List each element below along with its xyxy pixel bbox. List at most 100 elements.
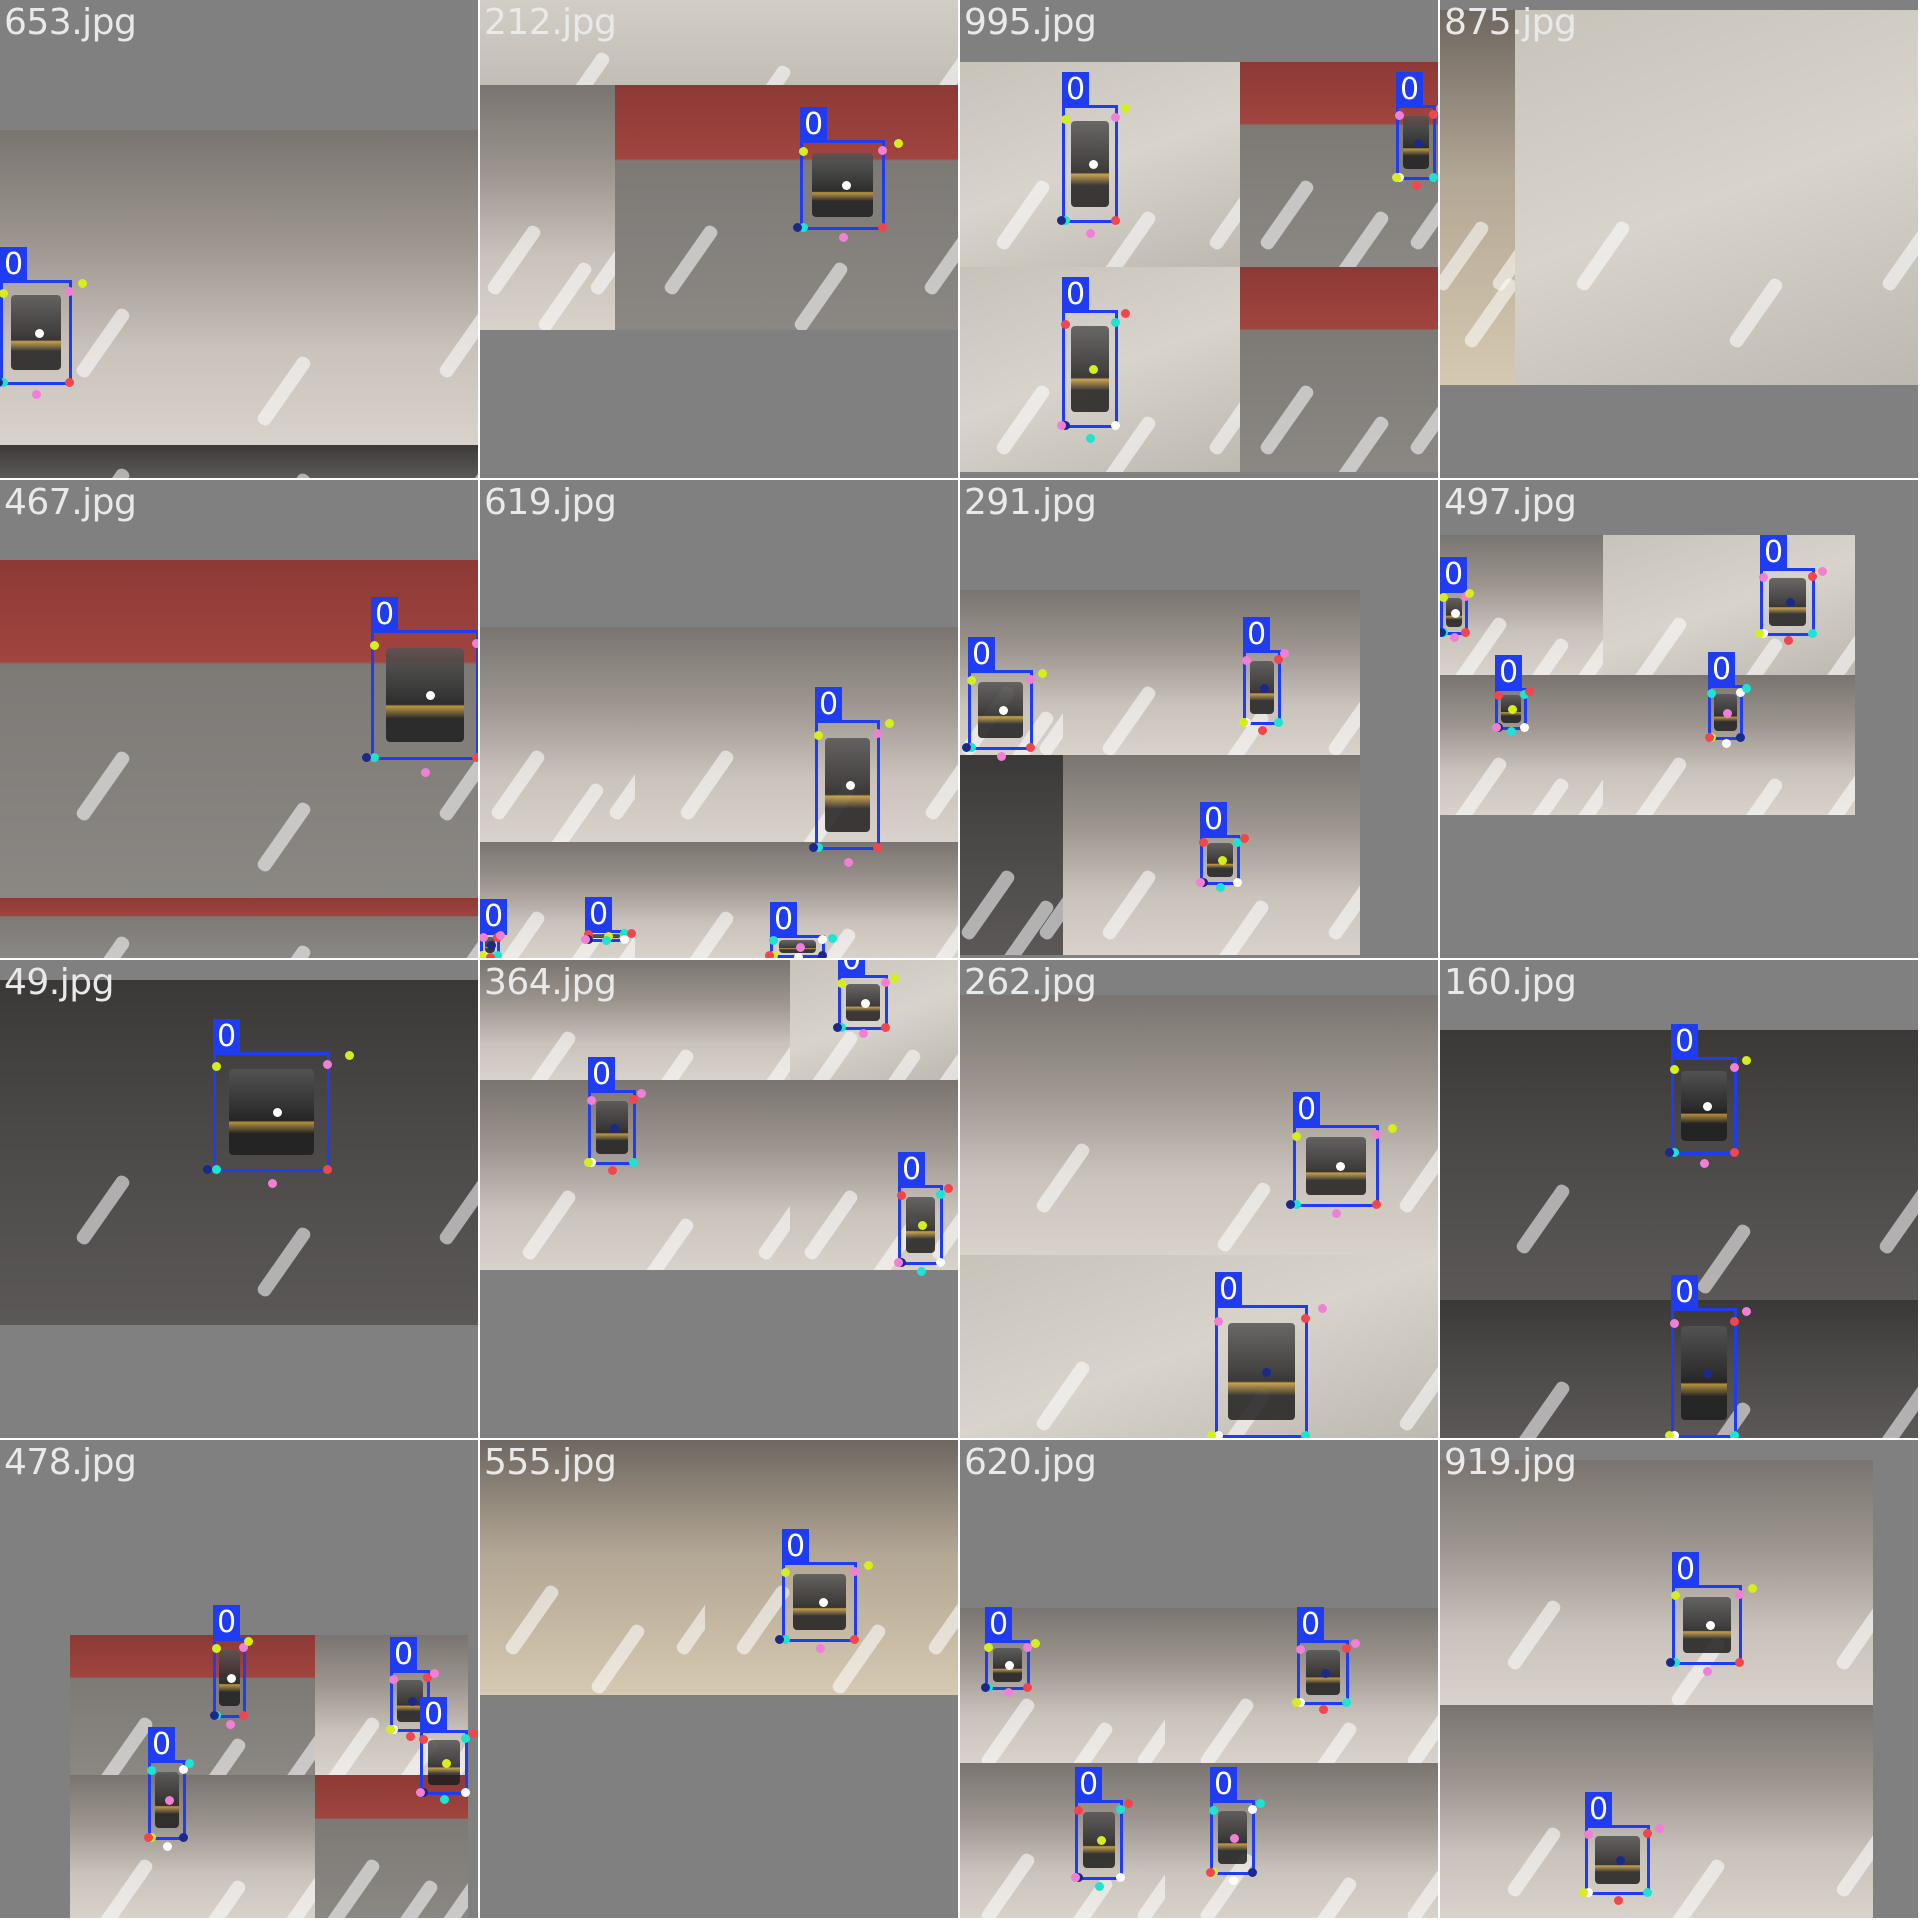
floor-glare xyxy=(1135,1851,1165,1918)
keypoint-dot xyxy=(1465,589,1475,598)
detection-box: 0 xyxy=(386,1637,439,1741)
class-label: 0 xyxy=(480,899,508,935)
mosaic-tile: 0 49.jpg xyxy=(0,960,478,1438)
keypoint-dot xyxy=(1721,738,1731,748)
floor-glare xyxy=(1823,615,1855,675)
keypoint-dot xyxy=(799,147,808,157)
floor-glare xyxy=(1574,755,1603,815)
keypoint-dot xyxy=(1214,1431,1223,1438)
floor-glare xyxy=(1333,208,1391,267)
floor-glare xyxy=(73,306,132,381)
mosaic-tile: 0 0 919.jpg xyxy=(1440,1440,1918,1918)
keypoint-dot xyxy=(480,933,488,942)
keypoint-dot xyxy=(1671,1591,1680,1601)
keypoint-dot xyxy=(1412,181,1421,191)
class-label: 0 xyxy=(1396,72,1424,108)
detection-box: 0 xyxy=(1392,72,1438,191)
floor-glare xyxy=(255,471,313,478)
keypoint-dot xyxy=(1616,1856,1626,1865)
keypoint-dot xyxy=(1259,683,1269,693)
keypoint-dot xyxy=(818,951,827,958)
keypoint-dot xyxy=(144,1833,154,1842)
floor-glare xyxy=(922,222,958,297)
keypoint-dot xyxy=(226,1674,236,1683)
floor-glare xyxy=(1057,1874,1115,1918)
keypoint-dot xyxy=(323,1165,332,1174)
keypoint-dot xyxy=(147,1766,156,1776)
keypoint-dot xyxy=(273,1108,283,1117)
keypoint-dot xyxy=(775,1635,785,1644)
keypoint-dot xyxy=(32,389,41,399)
keypoint-dot xyxy=(1429,173,1438,182)
tile-filename: 160.jpg xyxy=(1444,962,1577,1003)
floor-glare xyxy=(1833,1597,1873,1672)
keypoint-dot xyxy=(239,1711,248,1720)
detection-box: 0 xyxy=(980,1607,1040,1698)
floor-glare xyxy=(1695,1222,1753,1296)
detection-box: 0 xyxy=(1207,1272,1328,1438)
keypoint-dot xyxy=(1095,1881,1104,1891)
floor-glare xyxy=(923,909,958,958)
keypoint-dot xyxy=(1654,1824,1664,1833)
floor-glare xyxy=(994,382,1052,457)
keypoint-dot xyxy=(815,1643,825,1653)
keypoint-dot xyxy=(1070,1873,1080,1882)
keypoint-dot xyxy=(386,1725,396,1734)
floor-glare xyxy=(801,1187,860,1262)
keypoint-dot xyxy=(244,1637,254,1646)
keypoint-dot xyxy=(1413,138,1423,148)
keypoint-dot xyxy=(843,857,853,867)
keypoint-dot xyxy=(809,843,819,852)
keypoint-dot xyxy=(918,1221,928,1230)
floor-glare xyxy=(437,306,478,381)
floor-glare xyxy=(1326,683,1360,755)
floor-glare xyxy=(607,748,635,823)
class-label: 0 xyxy=(1495,655,1523,691)
floor-glare xyxy=(190,1736,248,1775)
class-label: 0 xyxy=(1243,617,1271,653)
keypoint-dot xyxy=(406,1731,415,1741)
keypoint-dot xyxy=(493,951,502,958)
floor-glare xyxy=(485,222,543,297)
mosaic-photo xyxy=(70,1775,315,1918)
keypoint-dot xyxy=(1671,1658,1680,1667)
floor-glare xyxy=(1631,755,1690,815)
mosaic-photo xyxy=(1440,10,1515,385)
floor-glare xyxy=(1727,636,1785,675)
keypoint-dot xyxy=(1086,434,1095,444)
tile-filename: 497.jpg xyxy=(1444,482,1577,523)
keypoint-dot xyxy=(1372,1130,1381,1140)
keypoint-dot xyxy=(1372,1200,1381,1209)
keypoint-dot xyxy=(1116,1804,1125,1814)
keypoint-dot xyxy=(916,1266,926,1276)
keypoint-dot xyxy=(1670,1431,1679,1438)
detection-box: 0 xyxy=(1070,1767,1134,1891)
keypoint-dot xyxy=(1057,216,1066,225)
keypoint-dot xyxy=(203,1165,213,1174)
keypoint-dot xyxy=(881,977,890,987)
keypoint-dot xyxy=(873,843,882,852)
keypoint-dot xyxy=(225,1719,235,1729)
keypoint-dot xyxy=(859,1028,868,1038)
class-label: 0 xyxy=(390,1637,418,1673)
floor-glare xyxy=(1405,1696,1438,1763)
keypoint-dot xyxy=(1209,1805,1218,1815)
keypoint-dot xyxy=(1665,1431,1675,1438)
detection-box: 0 xyxy=(1665,1275,1751,1438)
keypoint-dot xyxy=(610,1123,620,1133)
tile-filename: 919.jpg xyxy=(1444,1442,1577,1483)
keypoint-dot xyxy=(837,978,846,988)
keypoint-dot xyxy=(65,378,74,387)
keypoint-dot xyxy=(1665,1658,1675,1667)
keypoint-dot xyxy=(1086,229,1095,239)
keypoint-dot xyxy=(878,145,887,155)
keypoint-dot xyxy=(1584,1888,1593,1897)
keypoint-dot xyxy=(1301,1314,1310,1324)
keypoint-dot xyxy=(179,1764,188,1774)
tile-filename: 364.jpg xyxy=(484,962,617,1003)
mosaic-photo xyxy=(960,1255,1438,1438)
keypoint-dot xyxy=(1643,1888,1652,1897)
keypoint-dot xyxy=(1248,1804,1257,1814)
keypoint-dot xyxy=(1351,1639,1361,1648)
keypoint-dot xyxy=(795,942,805,952)
